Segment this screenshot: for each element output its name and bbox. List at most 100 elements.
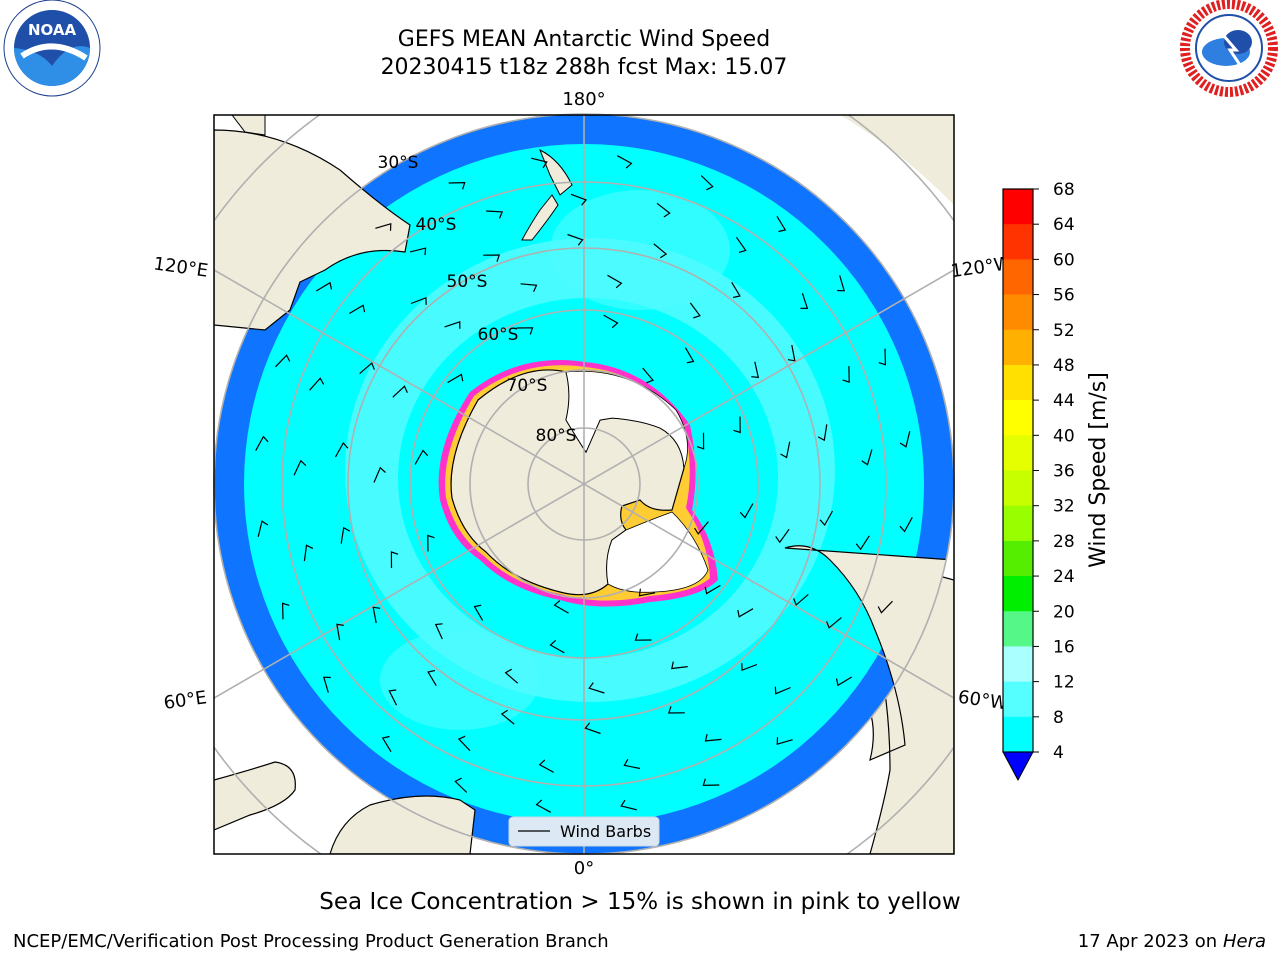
colorbar-tick-label: 20 <box>1053 602 1075 622</box>
wind-barb <box>293 459 307 476</box>
wind-barb <box>800 293 809 310</box>
colorbar-swatch <box>1003 259 1033 296</box>
colorbar-tick-label: 12 <box>1053 673 1075 693</box>
colorbar-tick-label: 28 <box>1053 532 1075 552</box>
wind-barb <box>775 528 790 544</box>
wind-barb <box>553 600 569 614</box>
colorbar-swatch <box>1003 505 1033 542</box>
wind-barb <box>414 449 429 465</box>
wind-barb <box>457 735 471 752</box>
colorbar: 68 64 60 56 52 48 44 40 36 32 28 24 20 16 12 8 4 Wind Sp… <box>1002 180 1111 782</box>
wind-barb <box>322 676 331 693</box>
wind-barb <box>642 367 654 384</box>
wind-barb <box>623 758 641 770</box>
wind-barb <box>504 668 519 684</box>
sea-ice-note: Sea Ice Concentration > 15% is shown in … <box>319 889 961 915</box>
wind-barb <box>877 600 893 614</box>
lat-label-70s: 70°S <box>507 376 548 396</box>
land-pacific-corner <box>840 115 954 205</box>
wind-barb <box>704 733 722 742</box>
wind-barb <box>733 416 741 434</box>
wind-barb <box>315 281 333 292</box>
wind-barb <box>303 544 314 562</box>
lon-label-0: 0° <box>574 858 594 879</box>
colorbar-tick-label: 56 <box>1053 286 1075 306</box>
nws-logo-icon <box>1180 0 1278 97</box>
colorbar-swatch <box>1003 646 1033 683</box>
wind-barb <box>671 661 688 670</box>
colorbar-extend-arrow <box>1002 751 1034 782</box>
lat-label-80s: 80°S <box>536 426 577 446</box>
wind-barb <box>409 247 427 256</box>
colorbar-swatch <box>1003 470 1033 507</box>
lat-label-50s: 50°S <box>447 272 488 292</box>
wind-barb <box>776 737 793 746</box>
wind-barb <box>741 663 758 672</box>
wind-barb <box>309 377 325 391</box>
colorbar-swatch <box>1003 716 1033 753</box>
lon-label-180: 180° <box>562 89 605 110</box>
wind-barb <box>448 181 466 190</box>
wind-barb <box>434 623 443 640</box>
colorbar-swatch <box>1003 189 1033 225</box>
wind-barb <box>638 588 656 597</box>
wind-barb <box>739 503 754 519</box>
ronne-ice-shelf <box>606 511 709 593</box>
footer-date: 17 Apr 2023 on <box>1077 931 1223 952</box>
colorbar-tick-label: 32 <box>1053 497 1075 517</box>
wind-barb <box>444 320 461 329</box>
colorbar-swatch <box>1003 224 1033 260</box>
wind-barb <box>899 431 911 448</box>
wind-barb <box>731 281 741 299</box>
colorbar-tick-label: 60 <box>1053 250 1075 270</box>
wind-barb <box>689 302 701 319</box>
wind-barb <box>842 366 850 383</box>
colorbar-tick-label: 68 <box>1053 180 1075 200</box>
wind-barb <box>787 344 796 362</box>
wind-barb <box>835 676 853 687</box>
wind-barb <box>656 202 671 218</box>
colorbar-tick-label: 64 <box>1053 215 1075 235</box>
map-frame <box>213 114 955 855</box>
wind-barb <box>861 449 873 466</box>
colorbar-label: Wind Speed [m/s] <box>1086 372 1111 568</box>
colorbar-swatch <box>1003 364 1033 401</box>
lon-label-120e: 120°E <box>152 253 209 281</box>
wind-barb <box>736 236 747 253</box>
colorbar-tick-label: 52 <box>1053 321 1075 341</box>
wind-barb <box>349 304 366 315</box>
colorbar-tick-label: 4 <box>1053 743 1064 763</box>
wind-barb <box>334 441 349 458</box>
wind-barb <box>793 593 809 606</box>
colorbar-tick-label: 44 <box>1053 391 1075 411</box>
lat-label-40s: 40°S <box>416 215 457 235</box>
legend: Wind Barbs <box>508 816 660 847</box>
noaa-logo-text: NOAA <box>28 21 77 39</box>
wind-barb <box>634 633 652 641</box>
wind-barb <box>520 283 538 292</box>
wind-barb <box>737 608 754 618</box>
wind-barb <box>427 534 435 552</box>
wind-barb <box>620 799 637 811</box>
wind-barb <box>855 535 870 551</box>
wind-barb <box>535 799 551 813</box>
wind-barb <box>570 193 587 206</box>
wind-barb <box>486 210 504 219</box>
colorbar-swatch <box>1003 329 1033 366</box>
colorbar-tick-label: 24 <box>1053 567 1075 587</box>
wind-barb <box>531 157 548 169</box>
colorbar-tick-label: 48 <box>1053 356 1075 376</box>
wind-barb <box>751 361 760 379</box>
wind-barb <box>447 373 464 384</box>
wind-barb <box>617 155 633 169</box>
wind-barb <box>375 222 392 231</box>
chart-title: GEFS MEAN Antarctic Wind Speed <box>397 27 771 52</box>
wind-barb <box>255 435 269 451</box>
wind-barbs <box>255 155 913 813</box>
colorbar-swatch <box>1003 294 1033 331</box>
wind-barb <box>410 296 427 305</box>
wind-barb <box>390 551 399 569</box>
lon-label-60e: 60°E <box>162 687 208 714</box>
wind-barb <box>427 669 437 687</box>
